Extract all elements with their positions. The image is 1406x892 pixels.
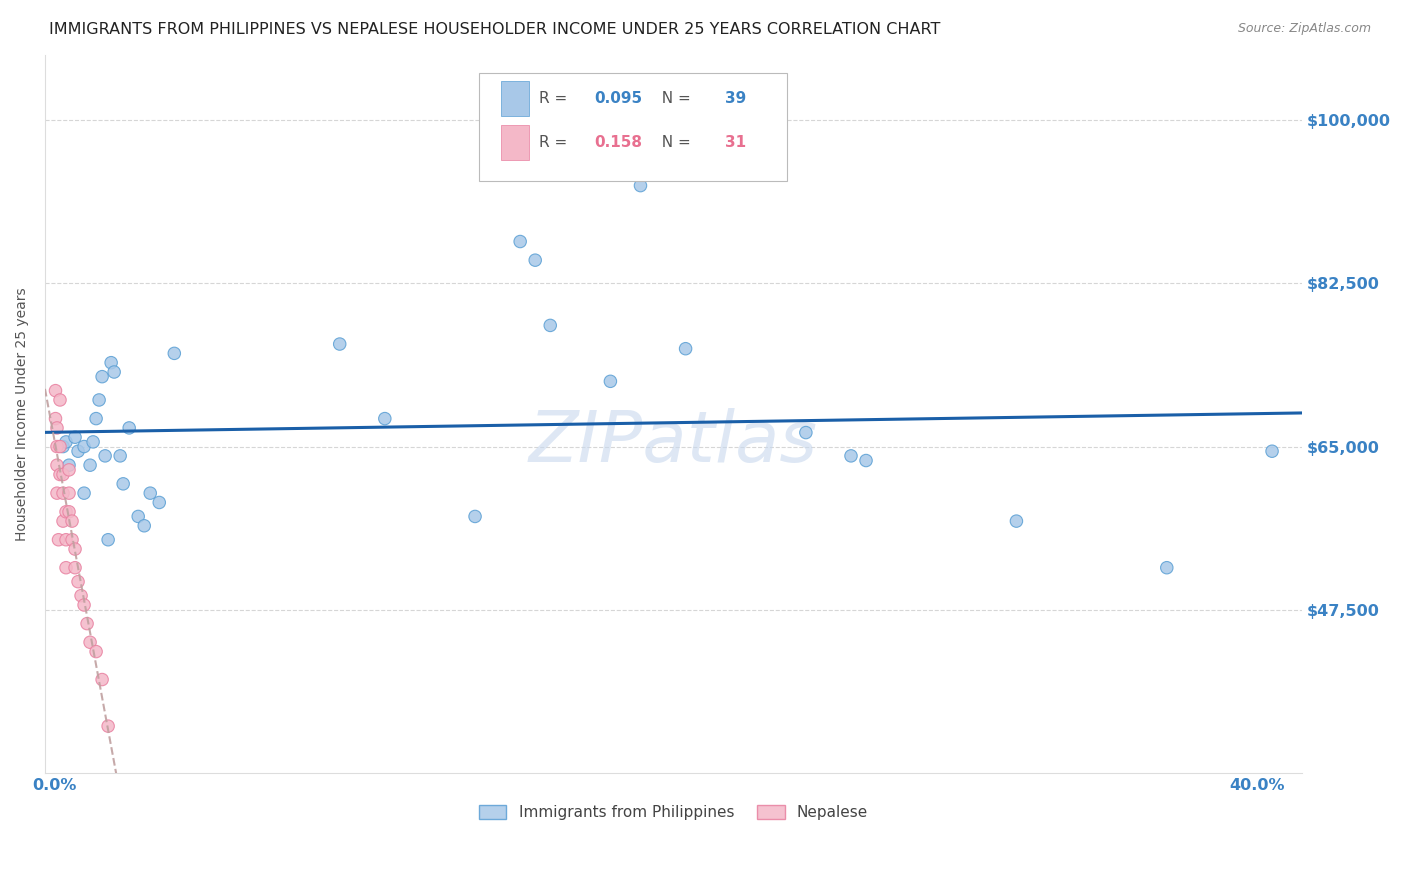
Point xyxy=(52,440,75,454)
Point xyxy=(46,421,69,435)
Point xyxy=(55,505,77,519)
Point xyxy=(94,449,117,463)
Point xyxy=(60,514,83,528)
Point xyxy=(63,430,86,444)
Text: N =: N = xyxy=(652,91,696,106)
Point xyxy=(108,449,131,463)
Point xyxy=(103,365,125,379)
Point xyxy=(329,337,352,351)
Point xyxy=(58,505,80,519)
Point xyxy=(1261,444,1284,458)
Point xyxy=(839,449,862,463)
Point xyxy=(46,440,69,454)
Point xyxy=(1156,560,1178,574)
Point xyxy=(63,560,86,574)
Point xyxy=(84,411,107,425)
Text: N =: N = xyxy=(652,135,696,150)
Point xyxy=(48,533,70,547)
Point xyxy=(464,509,486,524)
Text: 39: 39 xyxy=(725,91,747,106)
Point xyxy=(52,514,75,528)
Text: R =: R = xyxy=(538,91,572,106)
Point xyxy=(49,392,72,407)
Point xyxy=(73,598,96,612)
Text: 0.095: 0.095 xyxy=(595,91,643,106)
Point xyxy=(70,589,93,603)
Point xyxy=(87,392,110,407)
Point xyxy=(46,458,69,473)
Point xyxy=(67,444,90,458)
Point xyxy=(524,253,547,268)
Point xyxy=(509,235,531,249)
Point xyxy=(630,178,652,193)
Point xyxy=(73,440,96,454)
Point xyxy=(599,374,621,388)
Text: ZIPatlas: ZIPatlas xyxy=(529,409,818,477)
Point xyxy=(58,486,80,500)
Point xyxy=(73,486,96,500)
Text: IMMIGRANTS FROM PHILIPPINES VS NEPALESE HOUSEHOLDER INCOME UNDER 25 YEARS CORREL: IMMIGRANTS FROM PHILIPPINES VS NEPALESE … xyxy=(49,22,941,37)
Point xyxy=(79,458,101,473)
Point xyxy=(52,467,75,482)
FancyBboxPatch shape xyxy=(478,73,787,181)
Point xyxy=(100,356,122,370)
FancyBboxPatch shape xyxy=(502,81,529,116)
Point xyxy=(148,495,170,509)
Point xyxy=(134,518,156,533)
Point xyxy=(97,719,120,733)
Point xyxy=(52,486,75,500)
Point xyxy=(374,411,396,425)
Point xyxy=(46,486,69,500)
Text: Source: ZipAtlas.com: Source: ZipAtlas.com xyxy=(1237,22,1371,36)
Point xyxy=(55,560,77,574)
Point xyxy=(112,476,135,491)
Point xyxy=(49,467,72,482)
Point xyxy=(91,369,114,384)
Point xyxy=(84,644,107,658)
Point xyxy=(55,533,77,547)
Y-axis label: Householder Income Under 25 years: Householder Income Under 25 years xyxy=(15,287,30,541)
Point xyxy=(63,542,86,557)
Text: 31: 31 xyxy=(725,135,747,150)
Point xyxy=(60,533,83,547)
Point xyxy=(1005,514,1028,528)
Point xyxy=(855,453,877,467)
Point xyxy=(97,533,120,547)
Point xyxy=(58,458,80,473)
Point xyxy=(58,463,80,477)
Text: R =: R = xyxy=(538,135,572,150)
Point xyxy=(675,342,697,356)
Point xyxy=(794,425,817,440)
Point xyxy=(118,421,141,435)
Point xyxy=(127,509,149,524)
Point xyxy=(163,346,186,360)
Point xyxy=(82,434,104,449)
Point xyxy=(44,384,66,398)
Point xyxy=(55,434,77,449)
Point xyxy=(79,635,101,649)
Point xyxy=(44,411,66,425)
FancyBboxPatch shape xyxy=(502,125,529,160)
Text: 0.158: 0.158 xyxy=(595,135,643,150)
Legend: Immigrants from Philippines, Nepalese: Immigrants from Philippines, Nepalese xyxy=(472,799,875,826)
Point xyxy=(76,616,98,631)
Point xyxy=(49,440,72,454)
Point xyxy=(91,673,114,687)
Point xyxy=(139,486,162,500)
Point xyxy=(538,318,561,333)
Point xyxy=(67,574,90,589)
